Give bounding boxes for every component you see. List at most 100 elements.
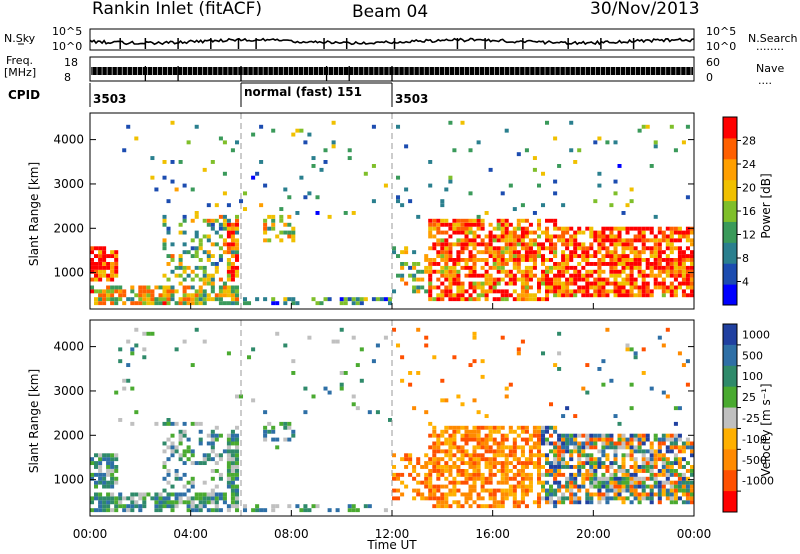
heatmap-cell: [440, 398, 445, 403]
heatmap-cell: [456, 500, 461, 505]
colorbar-tick-label: -100: [742, 433, 767, 446]
heatmap-cell: [214, 469, 219, 473]
heatmap-cell: [597, 484, 602, 489]
heatmap-cell: [677, 281, 682, 286]
heatmap-cell: [528, 437, 533, 442]
heatmap-cell: [154, 421, 159, 426]
heatmap-cell: [460, 449, 465, 454]
heatmap-cell: [424, 472, 429, 477]
heatmap-cell: [235, 492, 240, 497]
colorbar-swatch: [723, 263, 737, 285]
heatmap-cell: [178, 297, 183, 302]
heatmap-cell: [432, 445, 437, 450]
heatmap-cell: [569, 148, 574, 153]
heatmap-cell: [613, 246, 618, 251]
heatmap-cell: [235, 433, 240, 438]
heatmap-cell: [206, 273, 211, 278]
heatmap-cell: [557, 480, 562, 485]
heatmap-cell: [444, 504, 449, 509]
heatmap-cell: [649, 246, 654, 251]
heatmap-cell: [126, 339, 131, 344]
heatmap-cell: [496, 226, 501, 231]
heatmap-cell: [669, 472, 674, 477]
heatmap-cell: [661, 281, 666, 286]
heatmap-cell: [343, 297, 348, 302]
heatmap-cell: [182, 429, 187, 434]
heatmap-cell: [126, 504, 131, 509]
heatmap-cell: [230, 496, 235, 501]
heatmap-cell: [452, 492, 457, 497]
heatmap-cell: [412, 476, 417, 481]
heatmap-cell: [448, 281, 453, 286]
heatmap-cell: [235, 496, 240, 501]
colorbar-tick-label: 100: [742, 370, 763, 383]
heatmap-cell: [436, 238, 441, 243]
heatmap-cell: [500, 500, 505, 505]
heatmap-cell: [492, 262, 497, 266]
heatmap-cell: [621, 469, 626, 473]
heatmap-cell: [355, 406, 360, 411]
heatmap-cell: [565, 441, 570, 446]
heatmap-cell: [484, 293, 489, 298]
heatmap-cell: [174, 301, 179, 306]
y-tick-label: 1000: [53, 473, 84, 487]
heatmap-cell: [452, 480, 457, 485]
heatmap-cell: [472, 285, 477, 290]
heatmap-cell: [472, 269, 477, 274]
heatmap-cell: [665, 234, 670, 239]
heatmap-cell: [444, 496, 449, 501]
heatmap-cell: [182, 453, 187, 458]
heatmap-cell: [496, 429, 501, 434]
heatmap-cell: [516, 242, 521, 247]
heatmap-cell: [218, 293, 223, 298]
heatmap-cell: [420, 496, 425, 501]
heatmap-cell: [637, 437, 642, 442]
heatmap-cell: [549, 250, 554, 255]
heatmap-cell: [182, 285, 187, 290]
heatmap-cell: [633, 437, 638, 442]
heatmap-cell: [541, 465, 546, 469]
heatmap-cell: [138, 297, 143, 302]
heatmap-cell: [226, 258, 231, 262]
heatmap-cell: [400, 277, 405, 282]
heatmap-cell: [657, 453, 662, 458]
heatmap-cell: [142, 331, 147, 336]
heatmap-cell: [661, 480, 666, 485]
heatmap-cell: [150, 175, 155, 180]
heatmap-cell: [520, 445, 525, 450]
heatmap-cell: [500, 258, 505, 262]
heatmap-cell: [589, 461, 594, 466]
heatmap-cell: [629, 269, 634, 274]
heatmap-cell: [226, 289, 231, 294]
heatmap-cell: [524, 457, 529, 462]
heatmap-cell: [613, 445, 618, 450]
heatmap-cell: [629, 472, 634, 477]
heatmap-cell: [408, 382, 413, 387]
heatmap-cell: [677, 230, 682, 235]
heatmap-cell: [174, 421, 179, 426]
heatmap-cell: [504, 289, 509, 294]
heatmap-cell: [170, 285, 175, 290]
heatmap-cell: [452, 242, 457, 247]
heatmap-cell: [448, 246, 453, 251]
heatmap-cell: [142, 492, 147, 497]
heatmap-cell: [472, 429, 477, 434]
heatmap-cell: [508, 238, 513, 243]
heatmap-cell: [214, 492, 219, 497]
heatmap-cell: [508, 273, 513, 278]
heatmap-cell: [621, 433, 626, 438]
heatmap-cell: [412, 265, 417, 270]
heatmap-cell: [621, 445, 626, 450]
heatmap-cell: [657, 254, 662, 259]
heatmap-cell: [637, 480, 642, 485]
heatmap-cell: [613, 179, 618, 184]
heatmap-cell: [287, 222, 292, 227]
heatmap-cell: [504, 461, 509, 466]
heatmap-cell: [629, 382, 634, 387]
heatmap-cell: [452, 437, 457, 442]
heatmap-cell: [605, 281, 610, 286]
heatmap-cell: [440, 441, 445, 446]
heatmap-cell: [524, 246, 529, 251]
heatmap-cell: [287, 234, 292, 239]
heatmap-cell: [553, 250, 558, 255]
